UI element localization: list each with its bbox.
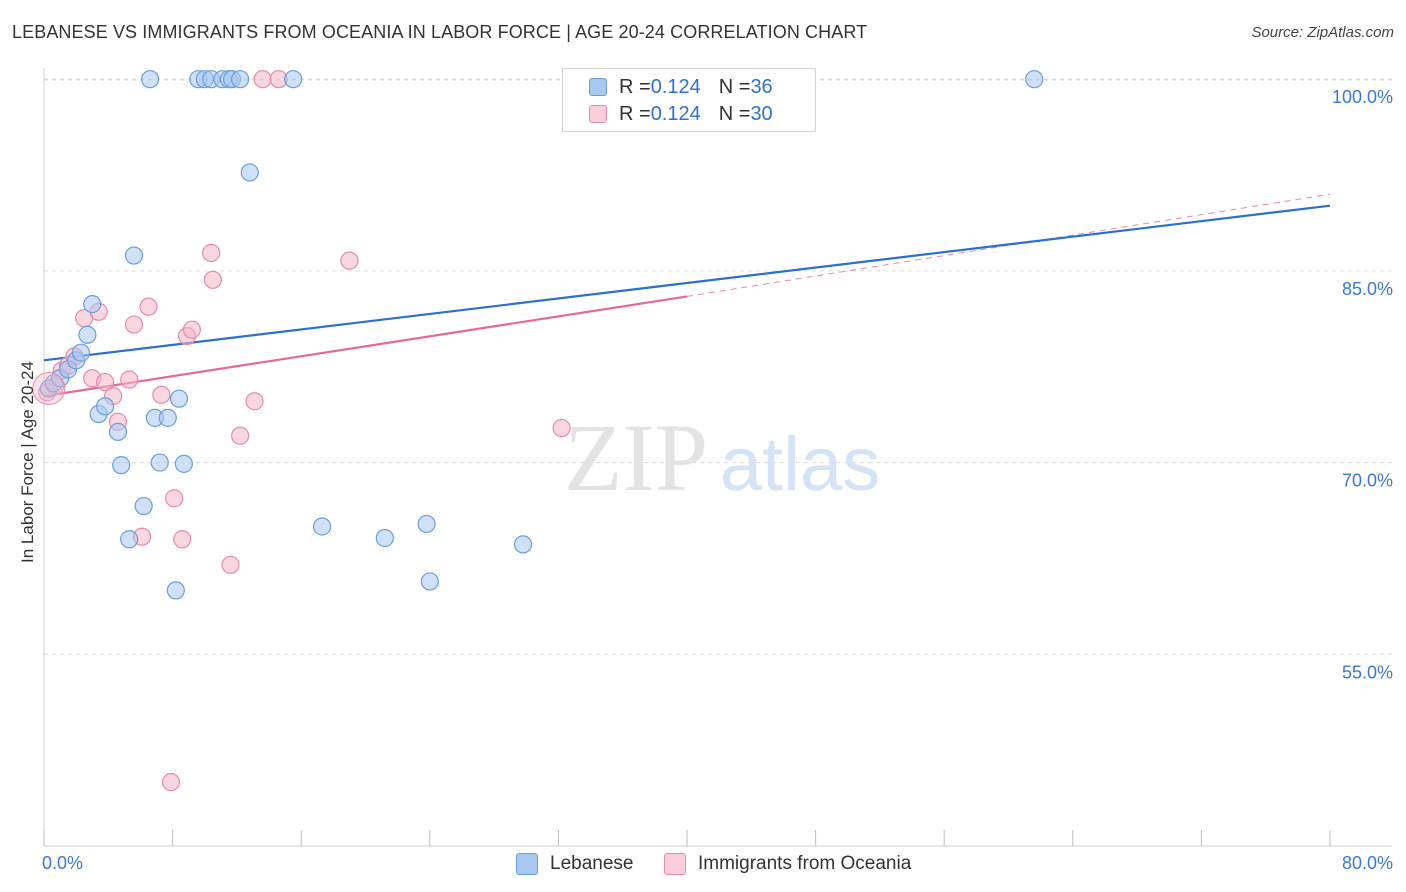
lebanese-point — [169, 389, 189, 408]
data-points — [32, 70, 1044, 792]
r-label: R = — [619, 75, 651, 98]
blue-swatch — [516, 853, 538, 875]
n-value: 30 — [750, 102, 773, 125]
oceania-point — [95, 372, 115, 392]
lebanese-point — [71, 343, 91, 362]
lebanese-point — [284, 70, 303, 89]
lebanese-point — [240, 163, 259, 182]
lebanese-point — [513, 535, 533, 554]
pink-swatch — [589, 105, 607, 123]
pink-swatch — [664, 853, 686, 875]
legend-item-lebanese[interactable]: Lebanese — [516, 852, 633, 876]
source-label: Source: ZipAtlas.com — [1251, 24, 1394, 41]
oceania-point — [231, 426, 250, 445]
cluster-point — [32, 371, 66, 405]
oceania-point — [173, 530, 192, 549]
lebanese-point — [312, 517, 332, 536]
oceania-point — [203, 270, 222, 289]
oceania-point — [139, 297, 158, 316]
lebanese-point — [78, 325, 97, 344]
y-tick-label: 100.0% — [1332, 87, 1393, 107]
x-tick-label: 0.0% — [42, 853, 83, 873]
stats-legend: R = 0.124 N = 36 R = 0.124 N = 30 — [562, 68, 816, 132]
lebanese-point — [95, 397, 115, 416]
watermark: ZIP atlas — [564, 404, 880, 511]
oceania-point — [161, 772, 181, 792]
lebanese-point — [420, 572, 439, 591]
lebanese-point — [134, 496, 153, 516]
oceania-point — [253, 70, 272, 89]
legend-label-oceania: Immigrants from Oceania — [698, 853, 912, 874]
lebanese-point — [166, 581, 185, 600]
legend-item-oceania[interactable]: Immigrants from Oceania — [664, 852, 911, 876]
lebanese-point — [124, 246, 144, 265]
lebanese-point — [174, 454, 193, 473]
oceania-point — [552, 418, 571, 438]
lebanese-point — [158, 408, 177, 427]
oceania-point — [165, 489, 184, 508]
legend-row-oceania: R = 0.124 N = 30 — [589, 102, 773, 126]
axes — [43, 68, 1392, 847]
r-label: R = — [619, 102, 651, 125]
oceania-trend-extension — [686, 193, 1331, 297]
oceania-point — [124, 315, 144, 334]
lebanese-point — [150, 453, 169, 472]
y-tick-label: 55.0% — [1342, 662, 1393, 682]
n-label: N = — [718, 75, 751, 98]
tick-labels: 100.0% 85.0% 70.0% 55.0% 0.0% 80.0% — [42, 87, 1393, 873]
oceania-point — [340, 251, 359, 270]
n-label: N = — [718, 102, 751, 125]
legend-row-lebanese: R = 0.124 N = 36 — [589, 75, 773, 99]
oceania-point — [245, 392, 264, 411]
r-value: 0.124 — [650, 75, 701, 98]
oceania-point — [152, 385, 171, 404]
lebanese-point — [417, 514, 436, 534]
lebanese-point — [83, 295, 102, 314]
legend-label-lebanese: Lebanese — [550, 853, 634, 874]
oceania-trend-line — [43, 295, 688, 398]
lebanese-point — [140, 70, 160, 89]
blue-swatch — [589, 78, 607, 96]
watermark-atlas: atlas — [720, 422, 881, 507]
lebanese-point — [108, 422, 128, 442]
lebanese-trend-line — [43, 204, 1331, 362]
trend-lines — [43, 193, 1331, 398]
x-tick-label: 80.0% — [1342, 853, 1393, 873]
oceania-point — [221, 555, 240, 574]
oceania-point — [202, 243, 221, 263]
chart-title: LEBANESE VS IMMIGRANTS FROM OCEANIA IN L… — [12, 22, 868, 42]
lebanese-point — [375, 528, 394, 548]
lebanese-point — [120, 530, 139, 549]
lebanese-point — [112, 456, 131, 475]
n-value: 36 — [750, 75, 773, 98]
y-axis-label: In Labor Force | Age 20-24 — [18, 361, 37, 563]
oceania-point — [182, 320, 201, 339]
y-tick-label: 70.0% — [1342, 471, 1393, 491]
lebanese-point — [1025, 70, 1044, 89]
watermark-zip: ZIP — [564, 404, 708, 511]
oceania-point — [120, 370, 139, 389]
r-value: 0.124 — [650, 102, 701, 125]
lebanese-point — [231, 70, 250, 89]
y-tick-label: 85.0% — [1342, 279, 1393, 299]
